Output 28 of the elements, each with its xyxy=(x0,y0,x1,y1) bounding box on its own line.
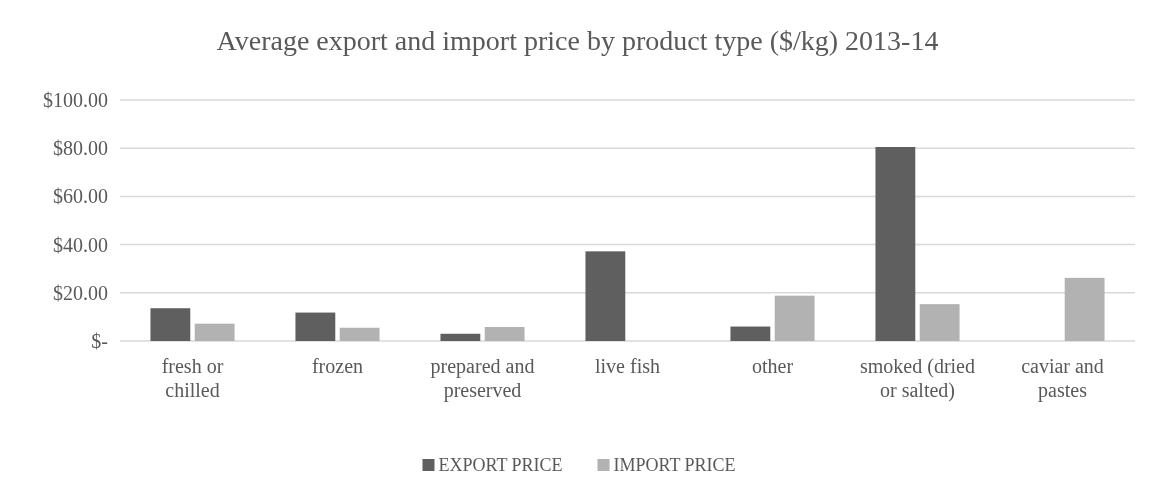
x-tick-label: other xyxy=(751,355,794,377)
bar xyxy=(150,308,191,341)
y-tick-label: $- xyxy=(91,330,108,352)
y-tick-label: $60.00 xyxy=(53,185,108,208)
y-tick-label: $40.00 xyxy=(53,233,108,256)
chart-title: Average export and import price by product type ($/kg) 2013-14 xyxy=(216,25,939,56)
x-tick-label: live fish xyxy=(595,355,660,377)
x-tick-label: fresh or chilled xyxy=(161,355,224,401)
bar xyxy=(440,333,481,341)
bar xyxy=(585,251,626,341)
bar xyxy=(339,327,380,341)
x-tick-label: caviar and pastes xyxy=(1021,355,1104,402)
bar xyxy=(1064,277,1105,341)
bar xyxy=(730,326,771,341)
bar xyxy=(295,312,336,341)
x-tick-label: smoked (dried or salted) xyxy=(860,355,975,402)
x-tick-label: frozen xyxy=(311,355,364,377)
bar xyxy=(484,327,525,341)
legend-label: EXPORT PRICE xyxy=(438,455,563,475)
bar xyxy=(875,147,916,341)
bar xyxy=(919,304,960,341)
bar xyxy=(194,323,235,341)
x-tick-label: prepared and preserved xyxy=(430,355,535,402)
legend-label: IMPORT PRICE xyxy=(613,455,736,475)
bar xyxy=(774,295,815,341)
y-tick-label: $20.00 xyxy=(53,281,108,304)
y-tick-label: $80.00 xyxy=(53,137,108,160)
y-tick-label: $100.00 xyxy=(43,89,108,111)
